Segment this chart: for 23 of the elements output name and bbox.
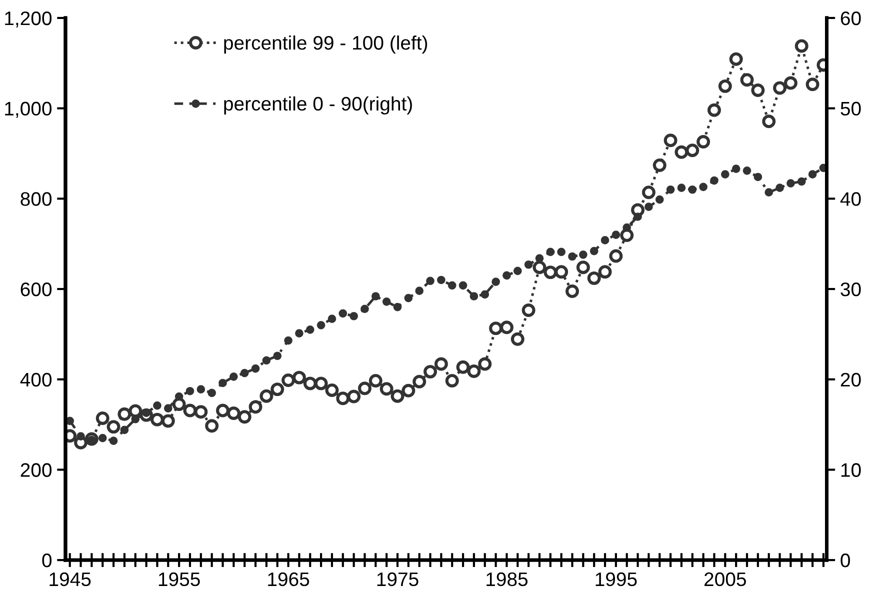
x-tick-label: 1985 bbox=[486, 572, 528, 586]
y2-tick-label: 0 bbox=[840, 554, 850, 568]
legend-label: percentile 99 - 100 (left) bbox=[224, 35, 428, 54]
y-tick-label: 0 bbox=[42, 554, 52, 568]
legend-label: percentile 0 - 90(right) bbox=[224, 96, 412, 114]
x-tick-label: 1965 bbox=[268, 572, 310, 586]
x-tick-label: 1955 bbox=[158, 572, 200, 586]
y2-tick-label: 50 bbox=[840, 102, 861, 116]
y2-tick-label: 40 bbox=[840, 192, 861, 206]
x-tick-label: 2005 bbox=[704, 572, 746, 586]
y2-tick-label: 20 bbox=[840, 372, 861, 387]
y-tick-label: 1,000 bbox=[5, 102, 52, 118]
y2-tick-label: 30 bbox=[840, 282, 861, 296]
y-tick-label: 200 bbox=[20, 463, 52, 477]
x-tick-label: 1995 bbox=[596, 572, 637, 586]
y2-tick-label: 10 bbox=[841, 463, 861, 477]
x-tick-label: 1975 bbox=[377, 572, 418, 586]
x-tick-label: 1945 bbox=[50, 572, 91, 586]
y2-tick-label: 60 bbox=[840, 11, 861, 26]
y-tick-label: 1,200 bbox=[5, 11, 52, 28]
y-tick-label: 600 bbox=[20, 282, 52, 296]
y-tick-label: 400 bbox=[20, 372, 52, 387]
y-tick-label: 800 bbox=[20, 192, 52, 206]
